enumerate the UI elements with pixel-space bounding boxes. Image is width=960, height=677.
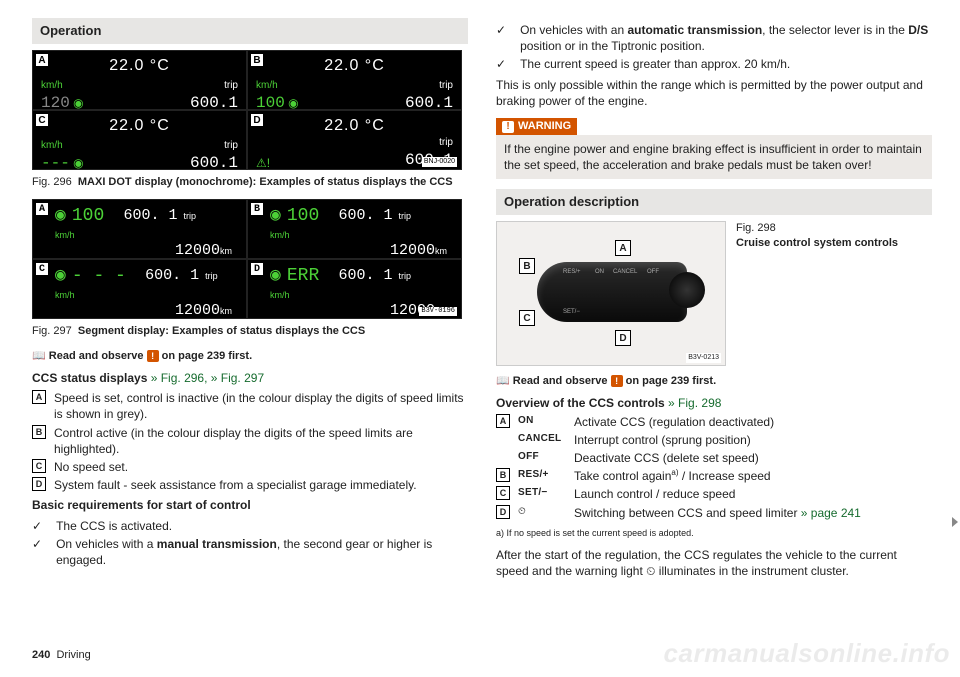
footnote: a) If no speed is set the current speed … bbox=[496, 527, 932, 539]
operation-description-heading: Operation description bbox=[496, 189, 932, 215]
marker-b: B bbox=[519, 258, 535, 274]
book-icon: 📖 bbox=[496, 374, 510, 389]
book-icon: 📖 bbox=[32, 349, 46, 364]
marker-d: D bbox=[615, 330, 631, 346]
fig298: RES/+ ON CANCEL OFF SET/− A B C D B3V-02… bbox=[496, 221, 932, 366]
check-icon: ✓ bbox=[32, 518, 42, 534]
read-observe-line: 📖 Read and observe ! on page 239 first. bbox=[32, 349, 468, 364]
warning-box: !WARNING If the engine power and engine … bbox=[496, 117, 932, 179]
continue-arrow-icon bbox=[952, 517, 958, 527]
check-icon: ✓ bbox=[496, 22, 506, 38]
fig296-panel-d: D 22.0 °C ⚠! trip 600.1 BNJ-0020 bbox=[247, 110, 462, 170]
switch-icon: ⏲ bbox=[518, 505, 566, 519]
panel-tag: C bbox=[35, 113, 49, 127]
fig297-panel-a: A ◉100 600. 1trip km/h 12000km bbox=[32, 199, 247, 259]
marker-a: A bbox=[615, 240, 631, 256]
fig296-grid: A 22.0 °C km/h 120 ◉ trip 600.1 B 22.0 ° bbox=[32, 50, 462, 170]
panel-tag: D bbox=[250, 113, 264, 127]
gauge-icon: ◉ bbox=[270, 264, 281, 288]
requirements-list-left: ✓The CCS is activated. ✓On vehicles with… bbox=[32, 518, 468, 569]
fig298-caption: Fig. 298 Cruise control system controls bbox=[736, 221, 898, 366]
trip-label: trip bbox=[190, 79, 238, 93]
temperature: 22.0 °C bbox=[41, 55, 238, 77]
fig296-panel-c: C 22.0 °C km/h --- ◉ trip 600.1 bbox=[32, 110, 247, 170]
check-icon: ✓ bbox=[32, 536, 42, 552]
after-paragraph: After the start of the regulation, the C… bbox=[496, 547, 932, 579]
gauge-icon: ◉ bbox=[55, 204, 66, 228]
fig296-panel-b: B 22.0 °C km/h 100 ◉ trip 600.1 bbox=[247, 50, 462, 110]
fig297-caption: Fig. 297 Segment display: Examples of st… bbox=[32, 324, 468, 339]
gauge-icon: ◉ bbox=[73, 155, 83, 171]
image-code: B3V-0213 bbox=[686, 353, 721, 362]
overview-heading: Overview of the CCS controls » Fig. 298 bbox=[496, 395, 932, 411]
warn-icon: ⚠! bbox=[256, 155, 270, 171]
left-column: Operation A 22.0 °C km/h 120 ◉ trip 600.… bbox=[32, 18, 468, 582]
warning-icon: ! bbox=[147, 350, 159, 362]
operation-heading: Operation bbox=[32, 18, 468, 44]
requirements-list-right: ✓On vehicles with an automatic transmiss… bbox=[496, 22, 932, 73]
basic-requirements-heading: Basic requirements for start of control bbox=[32, 497, 468, 513]
image-code: B3V-0196 bbox=[419, 307, 457, 316]
right-column: ✓On vehicles with an automatic transmiss… bbox=[496, 18, 932, 582]
watermark: carmanualsonline.info bbox=[664, 636, 950, 671]
panel-tag: B bbox=[250, 53, 264, 67]
check-icon: ✓ bbox=[496, 56, 506, 72]
fig296-caption: Fig. 296 MAXI DOT display (monochrome): … bbox=[32, 175, 468, 190]
panel-tag: A bbox=[35, 53, 49, 67]
gauge-icon: ◉ bbox=[55, 264, 66, 288]
fig297-panel-d: D ◉ERR 600. 1trip km/h 12000km B3V-0196 bbox=[247, 259, 462, 319]
page-footer: 240 Driving bbox=[32, 648, 91, 663]
gauge-icon: ◉ bbox=[73, 95, 83, 111]
range-paragraph: This is only possible within the range w… bbox=[496, 77, 932, 109]
warning-icon: ! bbox=[611, 375, 623, 387]
warning-icon: ! bbox=[502, 121, 514, 133]
ccs-status-line: CCS status displays » Fig. 296, » Fig. 2… bbox=[32, 370, 468, 386]
controls-image: RES/+ ON CANCEL OFF SET/− A B C D B3V-02… bbox=[496, 221, 726, 366]
gauge-icon: ◉ bbox=[288, 95, 298, 111]
fig297-panel-c: C ◉- - - 600. 1trip km/h 12000km bbox=[32, 259, 247, 319]
gauge-icon: ◉ bbox=[270, 204, 281, 228]
controls-table: AONActivate CCS (regulation deactivated)… bbox=[496, 414, 932, 521]
def-label: A bbox=[32, 390, 46, 404]
image-code: BNJ-0020 bbox=[422, 157, 457, 166]
status-definitions: ASpeed is set, control is inactive (in t… bbox=[32, 390, 468, 493]
fig297-panel-b: B ◉100 600. 1trip km/h 12000km bbox=[247, 199, 462, 259]
fig296-panel-a: A 22.0 °C km/h 120 ◉ trip 600.1 bbox=[32, 50, 247, 110]
read-observe-line-right: 📖 Read and observe ! on page 239 first. bbox=[496, 374, 932, 389]
control-stalk: RES/+ ON CANCEL OFF SET/− bbox=[537, 262, 687, 322]
kmh-label: km/h bbox=[41, 80, 63, 91]
marker-c: C bbox=[519, 310, 535, 326]
fig297-grid: A ◉100 600. 1trip km/h 12000km B ◉100 60… bbox=[32, 199, 462, 319]
